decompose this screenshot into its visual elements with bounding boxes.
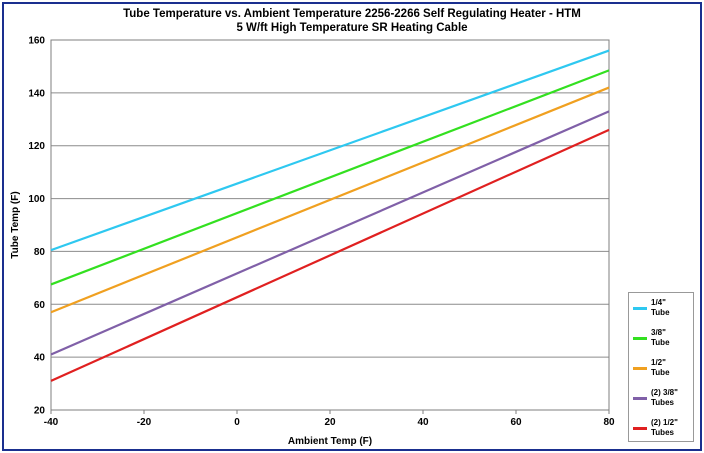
y-tick-label: 20	[34, 406, 46, 417]
x-tick-label: 60	[510, 417, 522, 428]
legend-label: (2) 3/8" Tubes	[651, 388, 693, 408]
series-line-2	[51, 70, 609, 284]
legend-label: 1/2" Tube	[651, 358, 693, 378]
series-lines	[51, 51, 609, 381]
legend-label: 3/8" Tube	[651, 328, 693, 348]
plot-area	[51, 40, 609, 410]
y-tick-label: 100	[28, 194, 45, 205]
x-tick-label: 0	[234, 417, 240, 428]
series-line-3	[51, 88, 609, 313]
legend-swatch	[633, 307, 647, 310]
legend-item: (2) 3/8" Tubes	[629, 384, 693, 414]
series-line-1	[51, 51, 609, 251]
x-tick-label: -40	[44, 417, 59, 428]
legend-swatch	[633, 337, 647, 340]
tick-labels: 20 40 60 80 100 120 140 160 -40 -20 0 20 40 60 80	[28, 36, 615, 429]
legend-label: 1/4" Tube	[651, 298, 693, 318]
y-axis-title: Tube Temp (F)	[10, 191, 21, 258]
x-tick-label: 20	[324, 417, 336, 428]
y-tick-label: 140	[28, 88, 45, 99]
series-line-5	[51, 130, 609, 381]
y-tick-label: 80	[34, 247, 46, 258]
gridlines	[51, 40, 609, 414]
x-axis-title: Ambient Temp (F)	[288, 436, 372, 447]
x-tick-label: -20	[137, 417, 152, 428]
legend-swatch	[633, 397, 647, 400]
y-tick-label: 60	[34, 300, 46, 311]
legend-swatch	[633, 427, 647, 430]
y-tick-label: 120	[28, 141, 45, 152]
x-tick-label: 80	[603, 417, 615, 428]
legend-item: 1/4" Tube	[629, 294, 693, 324]
legend-label: (2) 1/2" Tubes	[651, 418, 693, 438]
chart-legend: 1/4" Tube 3/8" Tube 1/2" Tube (2) 3/8" Tube…	[628, 292, 694, 442]
y-tick-label: 40	[34, 353, 46, 364]
series-line-4	[51, 111, 609, 354]
y-tick-label: 160	[28, 36, 45, 47]
x-tick-label: 40	[417, 417, 429, 428]
legend-item: 1/2" Tube	[629, 354, 693, 384]
legend-item: 3/8" Tube	[629, 324, 693, 354]
legend-swatch	[633, 367, 647, 370]
legend-item: (2) 1/2" Tubes	[629, 414, 693, 444]
